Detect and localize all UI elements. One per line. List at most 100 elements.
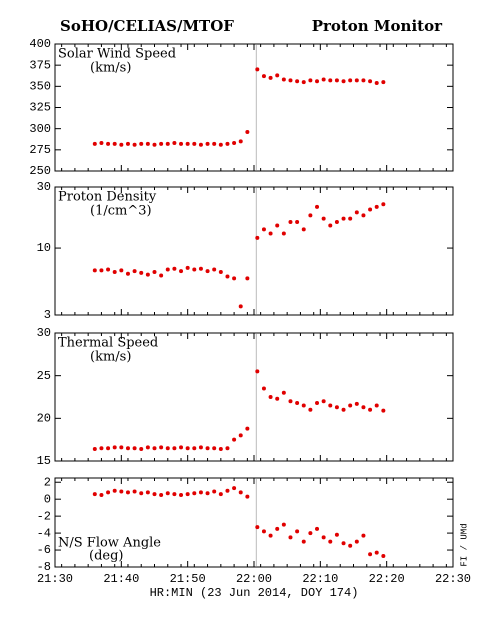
data-point <box>165 446 170 451</box>
data-point <box>275 223 280 228</box>
data-point <box>172 141 177 146</box>
data-point <box>232 486 237 491</box>
data-point <box>218 492 223 497</box>
data-point <box>328 78 333 83</box>
data-point <box>381 408 386 413</box>
x-tick-label: 21:40 <box>103 572 139 586</box>
data-point <box>238 433 243 438</box>
data-point <box>106 490 111 495</box>
data-point <box>341 79 346 84</box>
data-point <box>301 539 306 544</box>
data-point <box>288 78 293 83</box>
x-tick-label: 21:50 <box>170 572 206 586</box>
data-point <box>145 272 150 277</box>
data-point <box>125 271 130 276</box>
data-point <box>368 552 373 557</box>
y-tick-label: 3 <box>44 308 51 322</box>
data-point <box>328 223 333 228</box>
data-point <box>295 79 300 84</box>
data-point <box>145 141 150 146</box>
data-point <box>165 141 170 146</box>
data-point <box>354 539 359 544</box>
data-point <box>295 400 300 405</box>
data-point <box>212 446 217 451</box>
header-left: SoHO/CELIAS/MTOF <box>60 17 234 35</box>
data-point <box>159 445 164 450</box>
data-point <box>354 210 359 215</box>
data-point <box>225 274 230 279</box>
data-point <box>374 550 379 555</box>
data-point <box>179 141 184 146</box>
panel-title: Solar Wind Speed <box>58 47 176 62</box>
data-point <box>261 386 266 391</box>
data-point <box>119 142 124 147</box>
panel-unit: (1/cm^3) <box>90 204 152 219</box>
y-tick-label: -8 <box>37 560 51 574</box>
data-point <box>139 491 144 496</box>
data-point <box>368 207 373 212</box>
data-point <box>301 80 306 85</box>
data-point <box>212 267 217 272</box>
data-point <box>139 141 144 146</box>
data-point <box>106 446 111 451</box>
data-point <box>354 401 359 406</box>
data-point <box>205 446 210 451</box>
data-point <box>125 141 130 146</box>
x-tick-label: 22:30 <box>435 572 471 586</box>
data-point <box>268 75 273 80</box>
data-point <box>354 78 359 83</box>
data-point <box>245 494 250 499</box>
data-point <box>112 488 117 493</box>
data-point <box>185 141 190 146</box>
y-tick-label: 20 <box>37 412 51 426</box>
data-point <box>261 529 266 534</box>
data-point <box>315 400 320 405</box>
data-point <box>132 269 137 274</box>
data-point <box>99 141 104 146</box>
data-point <box>159 141 164 146</box>
data-point <box>232 276 237 281</box>
data-point <box>232 141 237 146</box>
data-point <box>179 492 184 497</box>
data-point <box>341 541 346 546</box>
y-tick-label: 250 <box>29 164 51 178</box>
data-point <box>132 142 137 147</box>
data-point <box>152 492 157 497</box>
data-point <box>381 80 386 85</box>
data-point <box>132 446 137 451</box>
data-point <box>348 543 353 548</box>
data-point <box>255 369 260 374</box>
panel-title: Proton Density <box>58 190 157 205</box>
y-tick-label: 275 <box>29 143 51 157</box>
data-point <box>112 270 117 275</box>
panel-unit: (km/s) <box>90 350 131 365</box>
data-point <box>275 73 280 78</box>
data-point <box>192 491 197 496</box>
data-point <box>218 447 223 452</box>
data-point <box>275 526 280 531</box>
data-point <box>288 399 293 404</box>
data-point <box>185 492 190 497</box>
data-point <box>245 426 250 431</box>
data-point <box>268 533 273 538</box>
data-point <box>152 142 157 147</box>
y-tick-label: 0 <box>44 492 51 506</box>
data-point <box>192 141 197 146</box>
data-point <box>218 142 223 147</box>
y-tick-label: 2 <box>44 475 51 489</box>
data-point <box>321 216 326 221</box>
x-tick-label: 22:20 <box>369 572 405 586</box>
y-tick-label: 375 <box>29 58 51 72</box>
y-tick-label: 400 <box>29 37 51 51</box>
data-point <box>295 529 300 534</box>
data-point <box>185 446 190 451</box>
header-right: Proton Monitor <box>312 17 443 35</box>
data-point <box>99 492 104 497</box>
data-point <box>281 231 286 236</box>
data-point <box>125 490 130 495</box>
y-tick-label: 325 <box>29 101 51 115</box>
data-point <box>308 78 313 83</box>
data-point <box>125 446 130 451</box>
data-point <box>268 231 273 236</box>
